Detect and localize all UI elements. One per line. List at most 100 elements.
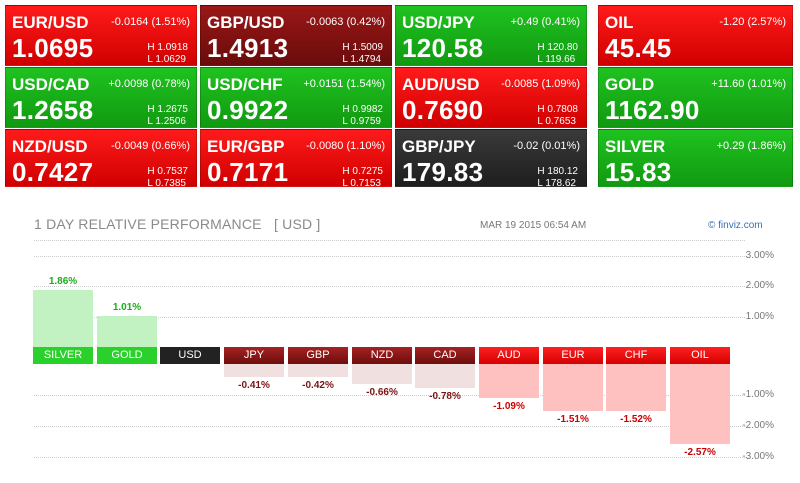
- ticker-change: +0.49 (0.41%): [510, 16, 580, 28]
- category-label-gbp: GBP: [288, 347, 348, 364]
- chart-title: 1 DAY RELATIVE PERFORMANCE [ USD ]: [34, 216, 321, 232]
- ticker-price: 45.45: [605, 33, 672, 63]
- ticker-tile-silver[interactable]: SILVER +0.29 (1.86%) 15.83: [598, 129, 793, 187]
- bar-value-label: -0.42%: [302, 380, 334, 392]
- y-tick-label: 2.00%: [745, 280, 774, 291]
- ticker-low: L 1.2506: [147, 116, 186, 127]
- ticker-tile-aud-usd[interactable]: AUD/USD -0.0085 (1.09%) 0.7690 H 0.7808 L 0.…: [395, 67, 587, 128]
- category-label-cad: CAD: [415, 347, 475, 364]
- bar-value-label: 1.86%: [48, 276, 78, 288]
- ticker-tile-gbp-usd[interactable]: GBP/USD -0.0063 (0.42%) 1.4913 H 1.5009 L 1.…: [200, 5, 392, 66]
- ticker-high: H 0.7537: [147, 166, 188, 177]
- ticker-symbol: AUD/USD: [402, 75, 480, 94]
- ticker-high: H 1.5009: [342, 42, 383, 53]
- ticker-tile-nzd-usd[interactable]: NZD/USD -0.0049 (0.66%) 0.7427 H 0.7537 L 0.…: [5, 129, 197, 190]
- ticker-tile-gbp-jpy[interactable]: GBP/JPY -0.02 (0.01%) 179.83 H 180.12 L 178.…: [395, 129, 587, 190]
- gridline: [34, 395, 745, 396]
- ticker-low: L 1.4794: [342, 54, 381, 65]
- ticker-low: L 1.0629: [147, 54, 186, 65]
- y-tick-label: -3.00%: [742, 451, 774, 462]
- bar-value-label: -2.57%: [684, 446, 716, 458]
- ticker-tile-usd-jpy[interactable]: USD/JPY +0.49 (0.41%) 120.58 H 120.80 L 119.…: [395, 5, 587, 66]
- ticker-high: H 1.2675: [147, 104, 188, 115]
- ticker-symbol: EUR/USD: [12, 13, 89, 32]
- bar-value-label: 1.01%: [112, 302, 142, 314]
- bar-gold: [97, 316, 157, 347]
- ticker-change: +0.0151 (1.54%): [303, 78, 385, 90]
- ticker-low: L 178.62: [537, 178, 576, 189]
- ticker-symbol: OIL: [605, 13, 634, 32]
- ticker-change: +11.60 (1.01%): [711, 78, 786, 90]
- bar-oil: [670, 364, 730, 444]
- ticker-price: 0.9922: [207, 95, 289, 125]
- ticker-price: 0.7427: [12, 157, 94, 187]
- bar-eur: [543, 364, 603, 411]
- ticker-price: 120.58: [402, 33, 484, 63]
- ticker-symbol: GBP/JPY: [402, 137, 476, 156]
- ticker-high-low: H 0.9982 L 0.9759: [342, 104, 383, 128]
- gridline: [34, 457, 745, 458]
- ticker-price: 1.4913: [207, 33, 289, 63]
- bar-cad: [415, 364, 475, 389]
- finviz-link[interactable]: © finviz.com: [708, 220, 763, 231]
- category-label-oil: OIL: [670, 347, 730, 364]
- ticker-change: -0.02 (0.01%): [513, 140, 580, 152]
- bar-value-label: -0.78%: [429, 391, 461, 403]
- ticker-tile-eur-gbp[interactable]: EUR/GBP -0.0080 (1.10%) 0.7171 H 0.7275 L 0.…: [200, 129, 392, 189]
- ticker-price: 1.2658: [12, 95, 94, 125]
- ticker-tile-gold[interactable]: GOLD +11.60 (1.01%) 1162.90: [598, 67, 793, 128]
- category-label-silver: SILVER: [33, 347, 93, 364]
- ticker-symbol: USD/CHF: [207, 75, 283, 94]
- ticker-high-low: H 1.0918 L 1.0629: [147, 42, 188, 66]
- ticker-high-low: H 1.5009 L 1.4794: [342, 42, 383, 66]
- ticker-price: 15.83: [605, 157, 672, 187]
- ticker-low: L 119.66: [537, 54, 576, 65]
- ticker-price: 179.83: [402, 157, 484, 187]
- bar-silver: [33, 290, 93, 347]
- y-tick-label: 1.00%: [745, 311, 774, 322]
- ticker-high: H 1.0918: [147, 42, 188, 53]
- gridline: [34, 426, 745, 427]
- ticker-high-low: H 0.7537 L 0.7385: [147, 166, 188, 190]
- ticker-tile-eur-usd[interactable]: EUR/USD -0.0164 (1.51%) 1.0695 H 1.0918 L 1.…: [5, 5, 197, 66]
- bar-chf: [606, 364, 666, 412]
- ticker-tile-usd-cad[interactable]: USD/CAD +0.0098 (0.78%) 1.2658 H 1.2675 L 1.…: [5, 67, 197, 128]
- ticker-high: H 0.7275: [342, 166, 383, 177]
- bar-value-label: -0.66%: [366, 387, 398, 399]
- ticker-tile-usd-chf[interactable]: USD/CHF +0.0151 (1.54%) 0.9922 H 0.9982 L 0.…: [200, 67, 392, 128]
- ticker-high: H 180.12: [537, 166, 578, 177]
- ticker-high-low: H 180.12 L 178.62: [537, 166, 578, 190]
- ticker-change: -1.20 (2.57%): [719, 16, 786, 28]
- bar-jpy: [224, 364, 284, 377]
- y-tick-label: -2.00%: [742, 420, 774, 431]
- category-label-jpy: JPY: [224, 347, 284, 364]
- ticker-high-low: H 0.7808 L 0.7653: [537, 104, 578, 128]
- category-label-aud: AUD: [479, 347, 539, 364]
- ticker-symbol: EUR/GBP: [207, 137, 285, 156]
- bar-aud: [479, 364, 539, 398]
- ticker-change: -0.0164 (1.51%): [111, 16, 190, 28]
- gridline: [34, 256, 745, 257]
- chart-date: MAR 19 2015 06:54 AM: [480, 220, 587, 231]
- ticker-symbol: NZD/USD: [12, 137, 88, 156]
- y-tick-label: -1.00%: [742, 389, 774, 400]
- bar-value-label: -1.51%: [557, 413, 589, 425]
- ticker-tile-oil[interactable]: OIL -1.20 (2.57%) 45.45: [598, 5, 793, 66]
- category-label-chf: CHF: [606, 347, 666, 364]
- ticker-low: L 0.7153: [342, 178, 381, 189]
- ticker-price: 1.0695: [12, 33, 94, 63]
- gridline: [34, 317, 745, 318]
- ticker-low: L 0.7653: [537, 116, 576, 127]
- ticker-high: H 0.9982: [342, 104, 383, 115]
- ticker-high-low: H 1.2675 L 1.2506: [147, 104, 188, 128]
- ticker-price: 0.7171: [207, 157, 289, 187]
- ticker-symbol: USD/CAD: [12, 75, 90, 94]
- ticker-high-low: H 120.80 L 119.66: [537, 42, 578, 66]
- ticker-change: +0.29 (1.86%): [716, 140, 786, 152]
- ticker-change: -0.0085 (1.09%): [501, 78, 580, 90]
- ticker-change: +0.0098 (0.78%): [108, 78, 190, 90]
- ticker-low: L 0.7385: [147, 178, 186, 189]
- category-label-gold: GOLD: [97, 347, 157, 364]
- ticker-symbol: GOLD: [605, 75, 655, 94]
- ticker-change: -0.0080 (1.10%): [306, 140, 385, 152]
